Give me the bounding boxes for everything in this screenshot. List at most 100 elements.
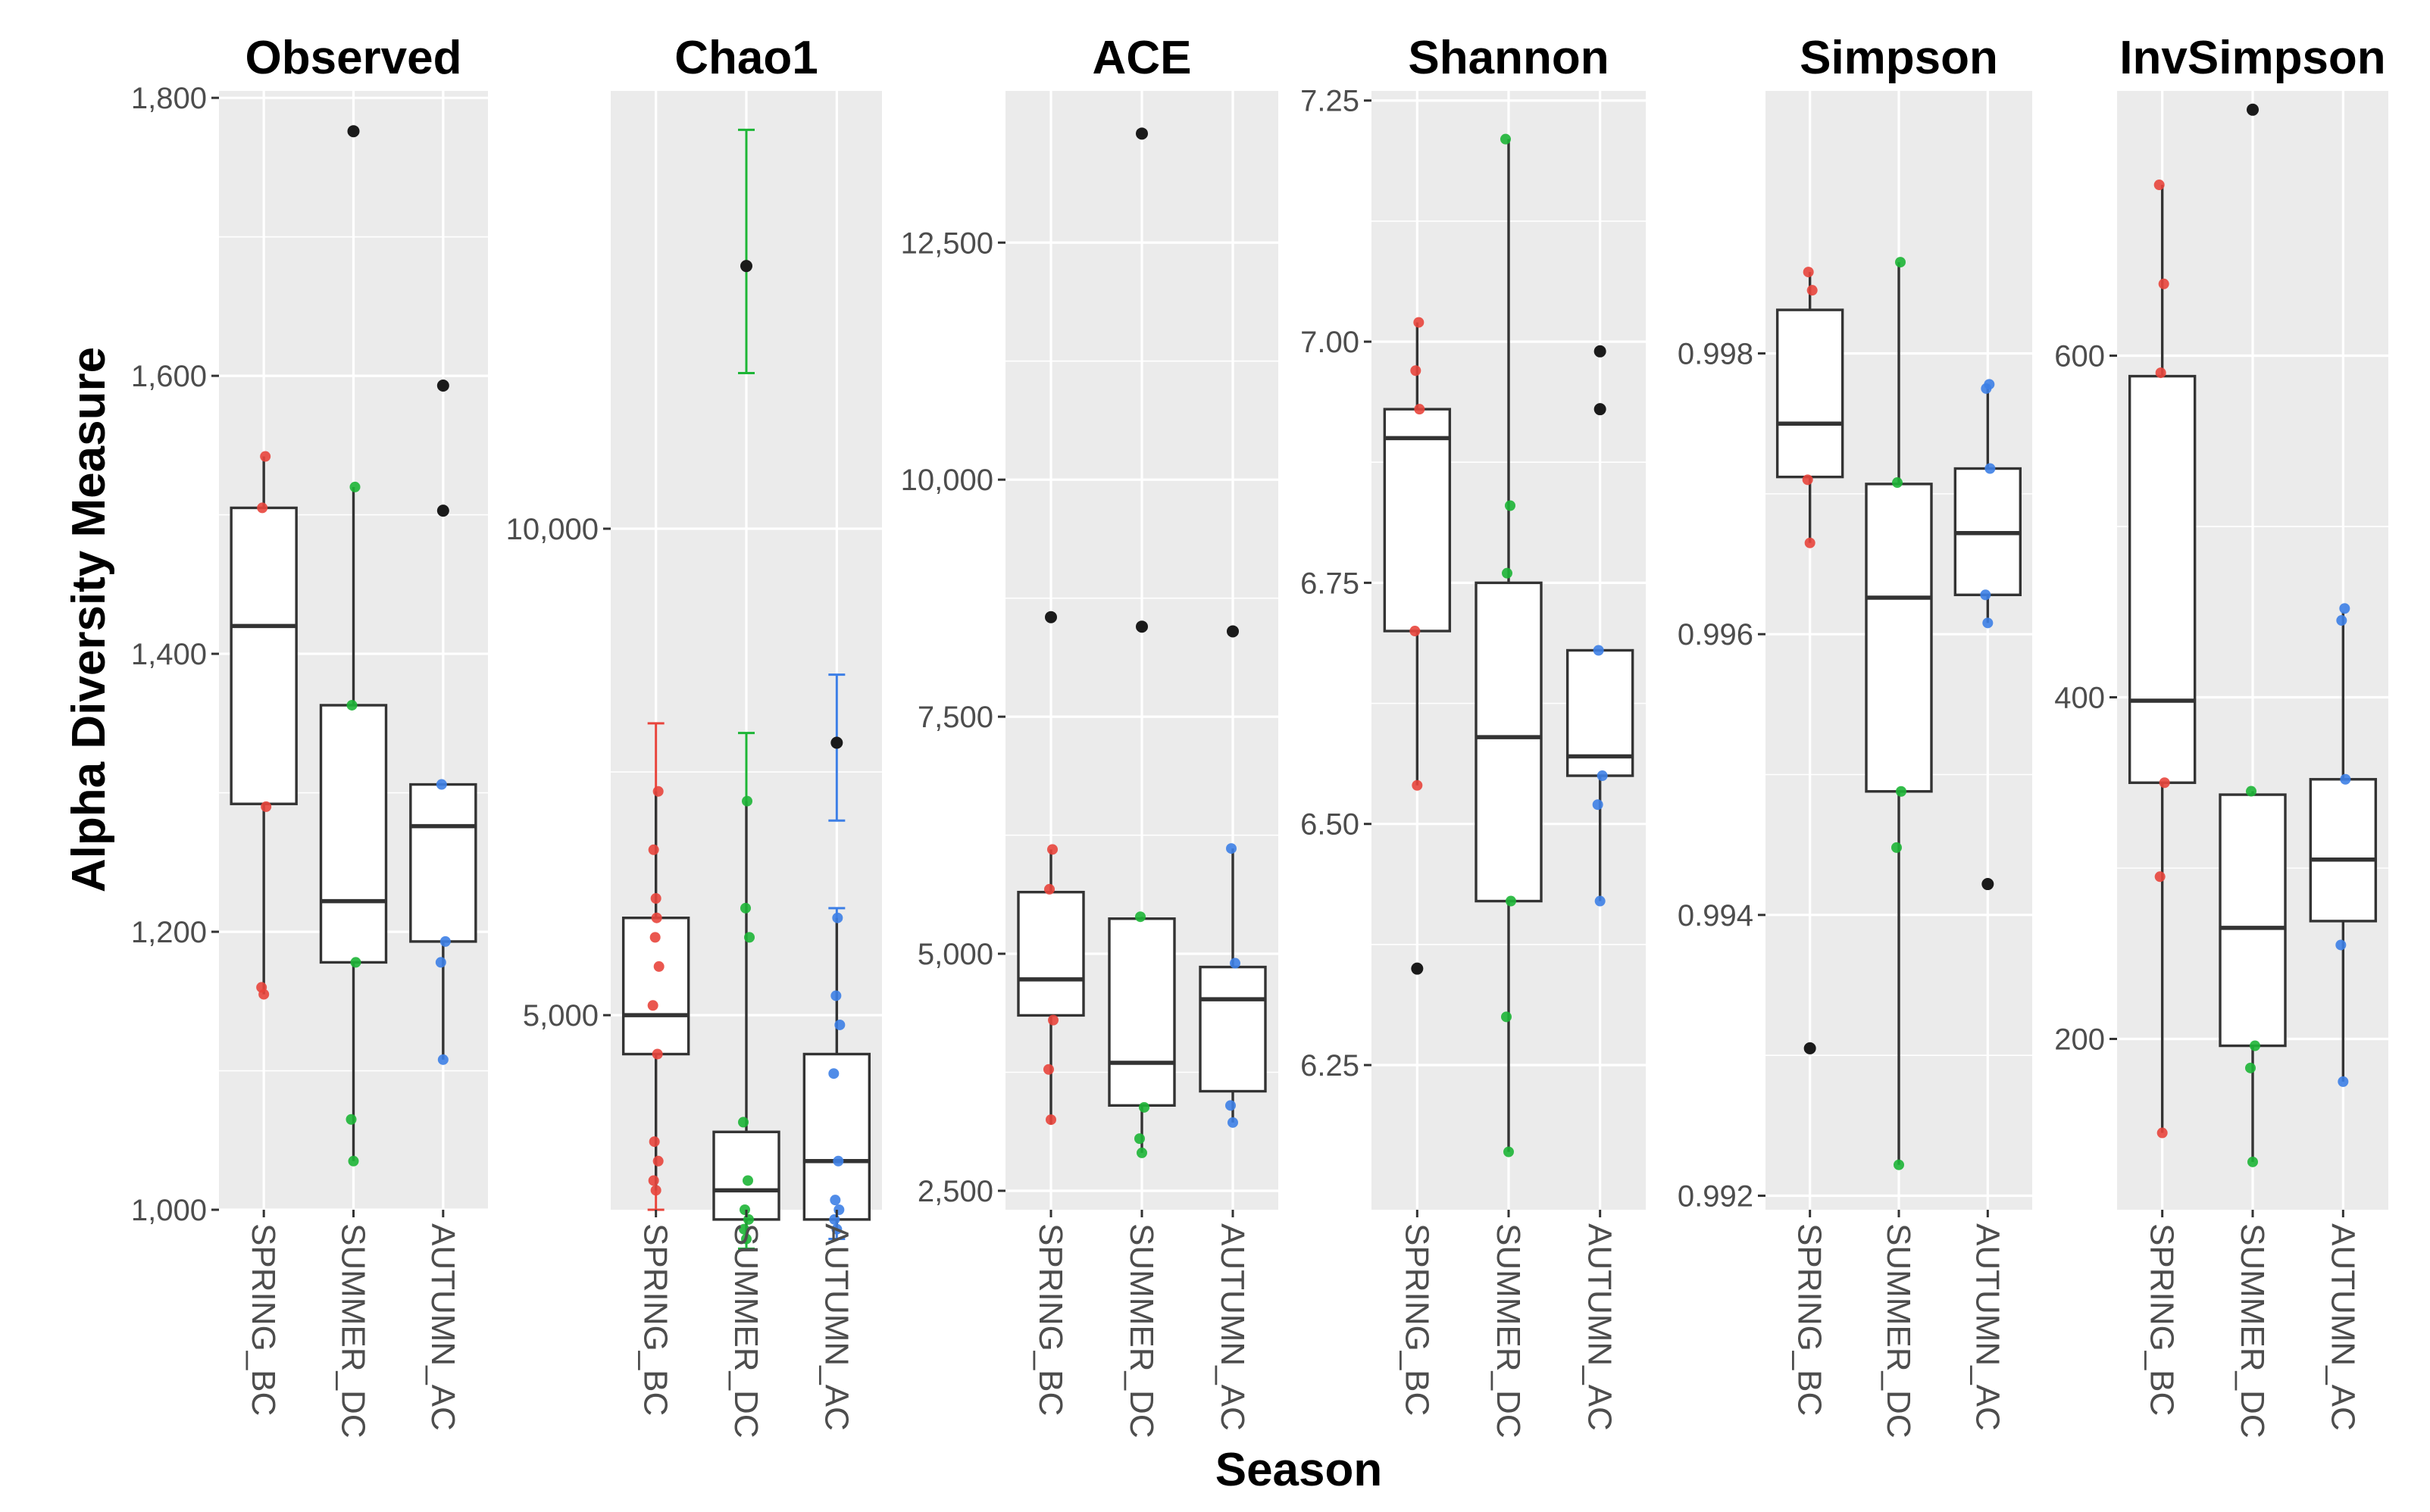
data-point	[435, 957, 446, 968]
iqr-box	[1199, 965, 1267, 1093]
box-summer_dc: SUMMER_DC	[1108, 127, 1176, 1439]
data-point	[649, 1136, 660, 1148]
box-spring_bc: SPRING_BC	[230, 451, 298, 1416]
y-tick-label: 6.25	[1300, 1049, 1359, 1082]
data-point	[2338, 1076, 2349, 1087]
data-point	[1896, 786, 1906, 797]
data-point	[1134, 1133, 1145, 1145]
data-point	[348, 1155, 359, 1167]
data-point	[1139, 1101, 1149, 1113]
data-point	[1043, 1064, 1054, 1075]
data-point	[346, 699, 358, 711]
data-point	[741, 1233, 752, 1245]
data-point	[2336, 615, 2347, 626]
iqr-box	[409, 783, 477, 943]
outlier-point	[436, 379, 449, 392]
box-autumn_ac: AUTUMN_AC	[1565, 345, 1634, 1431]
data-point	[1806, 285, 1818, 296]
y-tick-label: 0.994	[1678, 899, 1753, 933]
box-summer_dc: SUMMER_DC	[1475, 133, 1543, 1439]
y-tick-label: 10,000	[901, 464, 993, 497]
data-point	[1505, 500, 1515, 511]
box-summer_dc: SUMMER_DC	[319, 125, 388, 1439]
data-point	[1894, 1159, 1904, 1170]
data-point	[739, 1223, 749, 1235]
data-point	[738, 1117, 749, 1128]
box-spring_bc: SPRING_BC	[1017, 611, 1085, 1416]
data-point	[2153, 180, 2165, 191]
data-point	[1409, 626, 1421, 637]
data-point	[2335, 939, 2347, 951]
data-point	[2156, 1127, 2168, 1139]
panel-title: Observed	[245, 32, 461, 84]
x-tick-label: SPRING_BC	[1032, 1223, 1069, 1416]
x-tick-label: AUTUMN_AC	[1581, 1223, 1618, 1431]
panel-title: ACE	[1093, 32, 1192, 84]
data-point	[1895, 257, 1906, 268]
x-tick-label: AUTUMN_AC	[2324, 1223, 2361, 1431]
data-point	[1413, 317, 1425, 328]
data-point	[740, 902, 751, 914]
data-point	[828, 1068, 840, 1079]
y-tick-label: 0.992	[1678, 1179, 1753, 1213]
data-point	[256, 982, 267, 993]
data-point	[833, 1204, 845, 1215]
x-tick-label: SUMMER_DC	[335, 1223, 372, 1439]
iqr-box	[1475, 581, 1543, 903]
iqr-box	[2219, 793, 2287, 1048]
y-tick-label: 200	[2054, 1023, 2105, 1057]
iqr-box	[230, 506, 298, 805]
x-tick-label: SUMMER_DC	[727, 1223, 765, 1439]
outlier-point	[1136, 127, 1148, 140]
iqr-box	[1775, 308, 1844, 479]
data-point	[650, 893, 661, 904]
data-point	[1503, 1146, 1514, 1157]
outlier-point	[830, 736, 843, 749]
data-point	[1500, 133, 1511, 145]
iqr-box	[1017, 890, 1085, 1017]
outlier-point	[740, 260, 752, 273]
outlier-point	[1411, 962, 1424, 975]
x-tick-label: SPRING_BC	[1791, 1223, 1828, 1416]
box-autumn_ac: AUTUMN_AC	[409, 379, 477, 1431]
data-point	[832, 912, 843, 923]
box-autumn_ac: AUTUMN_AC	[2309, 603, 2378, 1431]
data-point	[350, 957, 361, 968]
data-point	[1982, 617, 1994, 629]
data-point	[1410, 365, 1421, 376]
data-point	[648, 844, 659, 855]
data-point	[2339, 603, 2350, 614]
data-point	[1225, 1100, 1236, 1111]
data-point	[2250, 1040, 2260, 1051]
y-tick-label: 10,000	[506, 513, 599, 546]
data-point	[2159, 777, 2170, 789]
y-tick-label: 0.998	[1678, 338, 1753, 371]
box-spring_bc: SPRING_BC	[2128, 180, 2197, 1416]
data-point	[2245, 1062, 2256, 1073]
panel-title: Simpson	[1800, 32, 1998, 84]
y-tick-label: 1,400	[131, 638, 207, 671]
data-point	[1048, 1014, 1059, 1026]
y-tick-label: 12,500	[901, 226, 993, 260]
iqr-box	[2309, 778, 2378, 923]
panel-observed: 1,000 1,200 1,400 1,600 1,800 Observed SPRING_…	[131, 32, 488, 1439]
y-tick-label: 7.25	[1300, 85, 1359, 118]
iqr-box	[2128, 374, 2197, 784]
box-spring_bc: SPRING_BC	[1775, 267, 1844, 1416]
box-spring_bc: SPRING_BC	[621, 722, 690, 1416]
y-tick-label: 1,600	[131, 360, 207, 393]
data-point	[1802, 474, 1813, 486]
data-point	[1892, 477, 1903, 489]
data-point	[1803, 267, 1814, 278]
data-point	[1137, 1147, 1147, 1158]
data-point	[744, 932, 755, 943]
y-tick-label: 0.996	[1678, 618, 1753, 651]
y-tick-label: 2,500	[918, 1175, 993, 1208]
outlier-point	[1803, 1042, 1816, 1054]
outlier-point	[1045, 611, 1057, 623]
data-point	[1593, 645, 1604, 656]
iqr-box	[1383, 408, 1452, 633]
x-tick-label: SUMMER_DC	[1490, 1223, 1527, 1439]
data-point	[1047, 844, 1058, 855]
